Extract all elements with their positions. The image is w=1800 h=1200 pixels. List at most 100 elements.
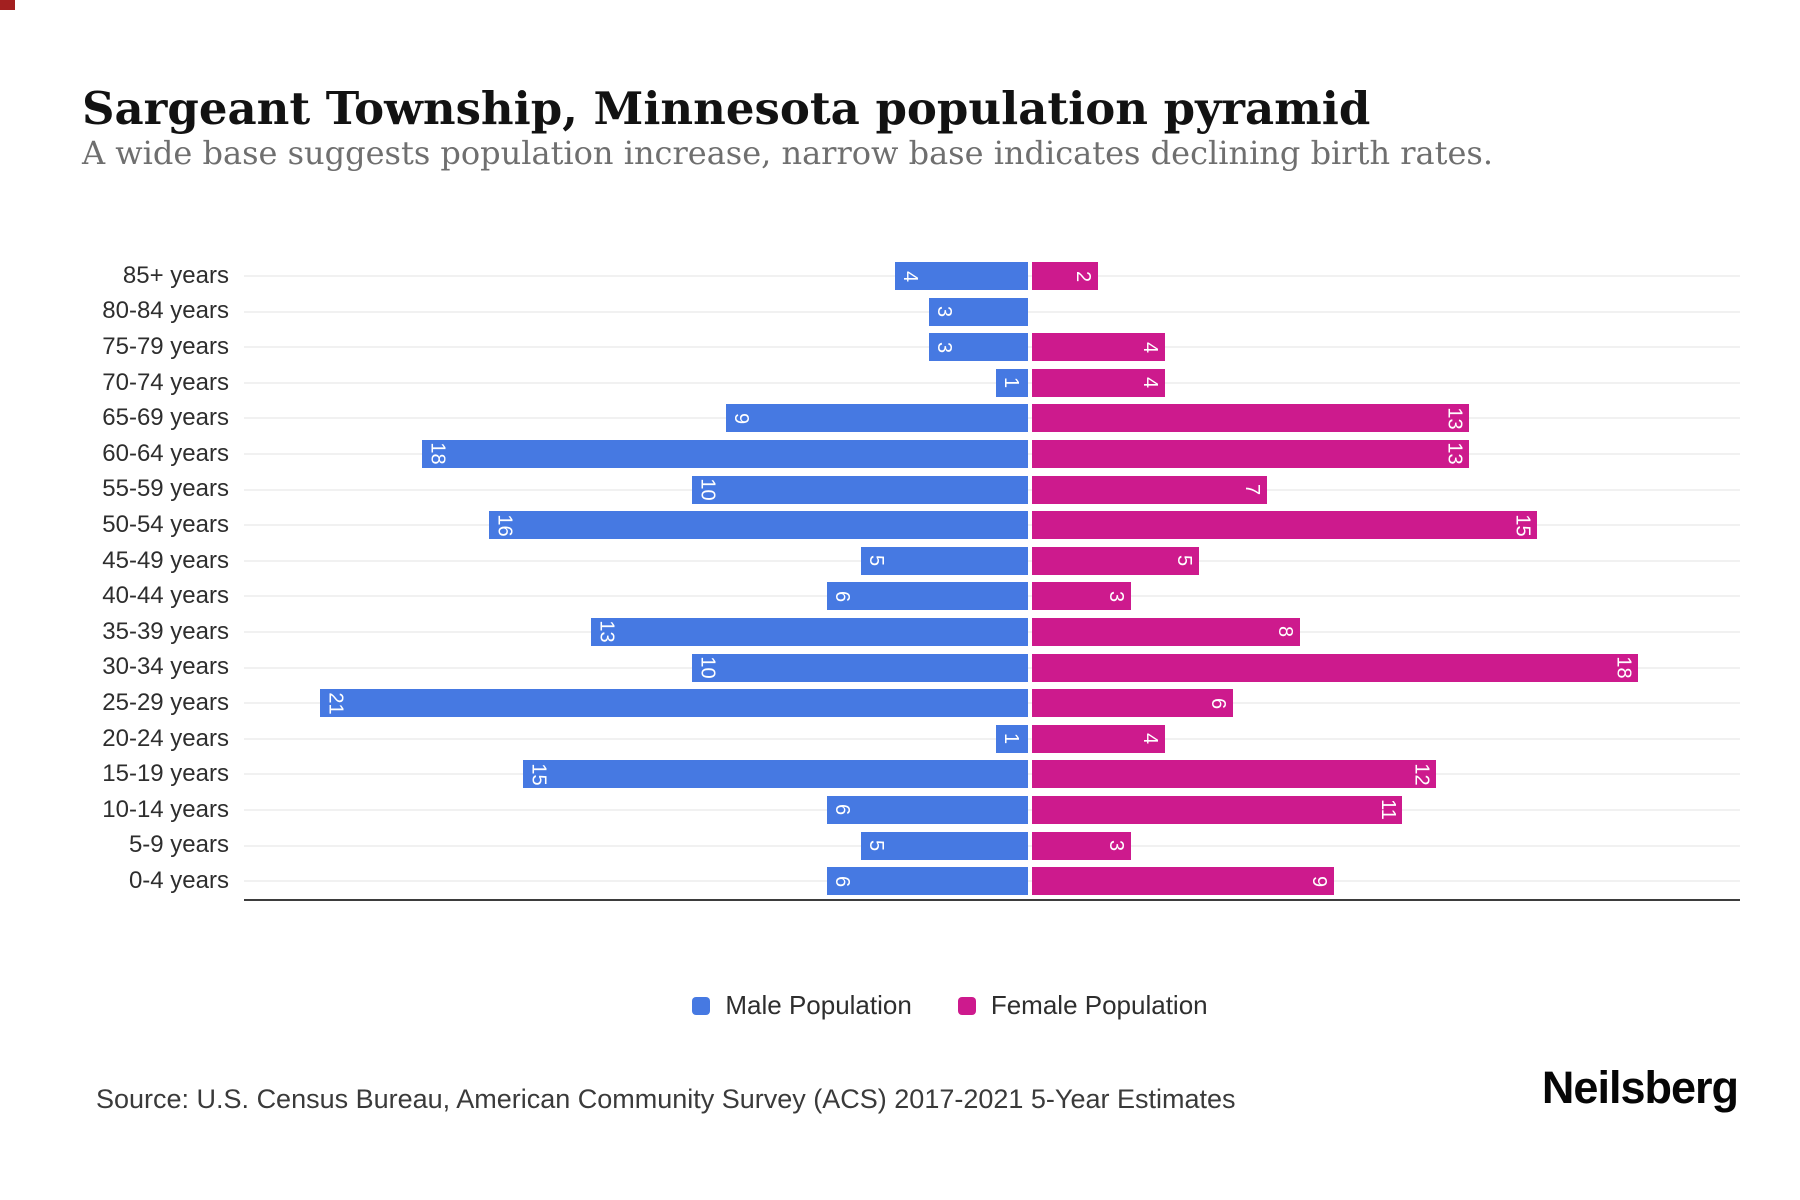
pyramid-row: 5-9 years 5 3 (0, 828, 1740, 864)
female-bar-value: 8 (1274, 626, 1297, 638)
male-bar-value-box: 18 (424, 440, 450, 468)
male-bar[interactable]: 10 (692, 653, 1028, 682)
pyramid-row: 85+ years 4 2 (0, 258, 1740, 294)
male-bar-value: 4 (899, 270, 922, 282)
male-bar-value-box: 15 (525, 760, 551, 788)
male-bar[interactable]: 10 (692, 475, 1028, 504)
pyramid-row: 20-24 years 1 4 (0, 721, 1740, 757)
female-bar-value-box: 15 (1509, 511, 1535, 539)
male-bar-value: 10 (696, 656, 719, 679)
female-bar-value: 3 (1105, 839, 1128, 852)
male-bar-value: 13 (595, 620, 618, 644)
female-bar[interactable]: 5 (1032, 546, 1199, 575)
row-plot-area: 16 15 (244, 507, 1740, 543)
row-plot-area: 9 13 (244, 400, 1740, 436)
female-bar[interactable]: 18 (1032, 653, 1638, 682)
male-bar-value-box: 9 (728, 404, 754, 432)
pyramid-row: 60-64 years 18 13 (0, 436, 1740, 472)
pyramid-row: 35-39 years 13 8 (0, 614, 1740, 650)
male-bar-value: 5 (865, 839, 888, 852)
row-plot-area: 10 18 (244, 650, 1740, 686)
male-bar[interactable]: 16 (489, 511, 1028, 540)
male-bar[interactable]: 5 (861, 546, 1028, 575)
male-bar[interactable]: 1 (996, 368, 1028, 397)
male-bar[interactable]: 3 (929, 297, 1028, 326)
male-bar[interactable]: 3 (929, 333, 1028, 362)
female-bar-value: 13 (1443, 407, 1466, 430)
male-bar[interactable]: 6 (827, 795, 1028, 824)
female-bar[interactable]: 4 (1032, 724, 1165, 753)
row-plot-area: 3 (244, 294, 1740, 330)
female-bar-value: 4 (1139, 377, 1162, 389)
male-bar[interactable]: 6 (827, 867, 1028, 896)
female-bar[interactable]: 13 (1032, 439, 1469, 468)
male-bar-value-box: 6 (829, 796, 855, 824)
male-bar-value: 6 (831, 804, 854, 816)
age-group-label: 35-39 years (102, 617, 229, 645)
age-group-label: 85+ years (122, 261, 229, 289)
female-bar[interactable]: 15 (1032, 511, 1537, 540)
male-bar[interactable]: 15 (523, 760, 1028, 789)
female-bar-value-box: 7 (1239, 476, 1265, 504)
row-plot-area: 15 12 (244, 756, 1740, 792)
female-bar[interactable]: 4 (1032, 368, 1165, 397)
female-bar[interactable]: 13 (1032, 404, 1469, 433)
female-bar[interactable]: 2 (1032, 262, 1098, 290)
female-bar-value-box: 12 (1408, 760, 1434, 788)
age-group-label: 0-4 years (128, 866, 229, 894)
male-bar-value: 3 (933, 341, 956, 353)
female-bar[interactable]: 8 (1032, 617, 1300, 646)
legend-entry-female[interactable]: Female Population (957, 990, 1208, 1021)
age-group-label: 75-79 years (102, 332, 229, 360)
female-bar-value: 13 (1443, 442, 1466, 466)
female-bar[interactable]: 9 (1032, 867, 1334, 896)
female-bar[interactable]: 3 (1032, 582, 1131, 611)
source-note: Source: U.S. Census Bureau, American Com… (96, 1084, 1236, 1114)
screen-corner-artifact (0, 0, 15, 10)
male-bar[interactable]: 4 (895, 262, 1028, 290)
female-bar-value-box: 9 (1306, 867, 1332, 895)
female-bar[interactable]: 11 (1032, 795, 1402, 824)
female-bar-value: 11 (1376, 799, 1399, 821)
row-plot-area: 6 11 (244, 792, 1740, 828)
female-bar-value-box: 3 (1103, 582, 1129, 610)
male-bar-value-box: 3 (931, 333, 957, 361)
male-bar-value-box: 10 (694, 654, 720, 682)
age-group-label: 30-34 years (102, 653, 229, 681)
pyramid-row: 30-34 years 10 18 (0, 650, 1740, 686)
male-bar[interactable]: 1 (996, 724, 1028, 753)
male-bar[interactable]: 18 (422, 439, 1028, 468)
female-bar-value-box: 18 (1610, 654, 1636, 682)
age-group-label: 10-14 years (102, 795, 229, 823)
female-bar[interactable]: 6 (1032, 689, 1233, 718)
age-group-label: 45-49 years (102, 546, 229, 574)
male-bar[interactable]: 13 (591, 617, 1028, 646)
male-bar[interactable]: 5 (861, 831, 1028, 860)
pyramid-row: 45-49 years 5 5 (0, 543, 1740, 579)
age-group-label: 5-9 years (128, 831, 229, 859)
male-bar-value-box: 6 (829, 867, 855, 895)
male-bar[interactable]: 6 (827, 582, 1028, 611)
female-bar[interactable]: 12 (1032, 760, 1436, 789)
pyramid-row: 65-69 years 9 13 (0, 400, 1740, 436)
male-bar[interactable]: 21 (320, 689, 1028, 718)
chart-subtitle: A wide base suggests population increase… (82, 134, 1493, 172)
age-group-label: 40-44 years (102, 582, 229, 610)
row-plot-area: 18 13 (244, 436, 1740, 472)
row-plot-area: 10 7 (244, 472, 1740, 508)
female-bar[interactable]: 4 (1032, 333, 1165, 362)
age-group-label: 80-84 years (102, 297, 229, 325)
legend-entry-male[interactable]: Male Population (692, 990, 912, 1021)
female-bar-value: 9 (1308, 875, 1331, 887)
female-bar[interactable]: 3 (1032, 831, 1131, 860)
male-bar-value-box: 21 (322, 689, 348, 717)
male-bar-value-box: 1 (998, 725, 1024, 753)
female-bar[interactable]: 7 (1032, 475, 1267, 504)
male-bar-value-box: 4 (897, 262, 923, 290)
male-bar-value: 9 (730, 412, 753, 424)
male-bar[interactable]: 9 (726, 404, 1028, 433)
